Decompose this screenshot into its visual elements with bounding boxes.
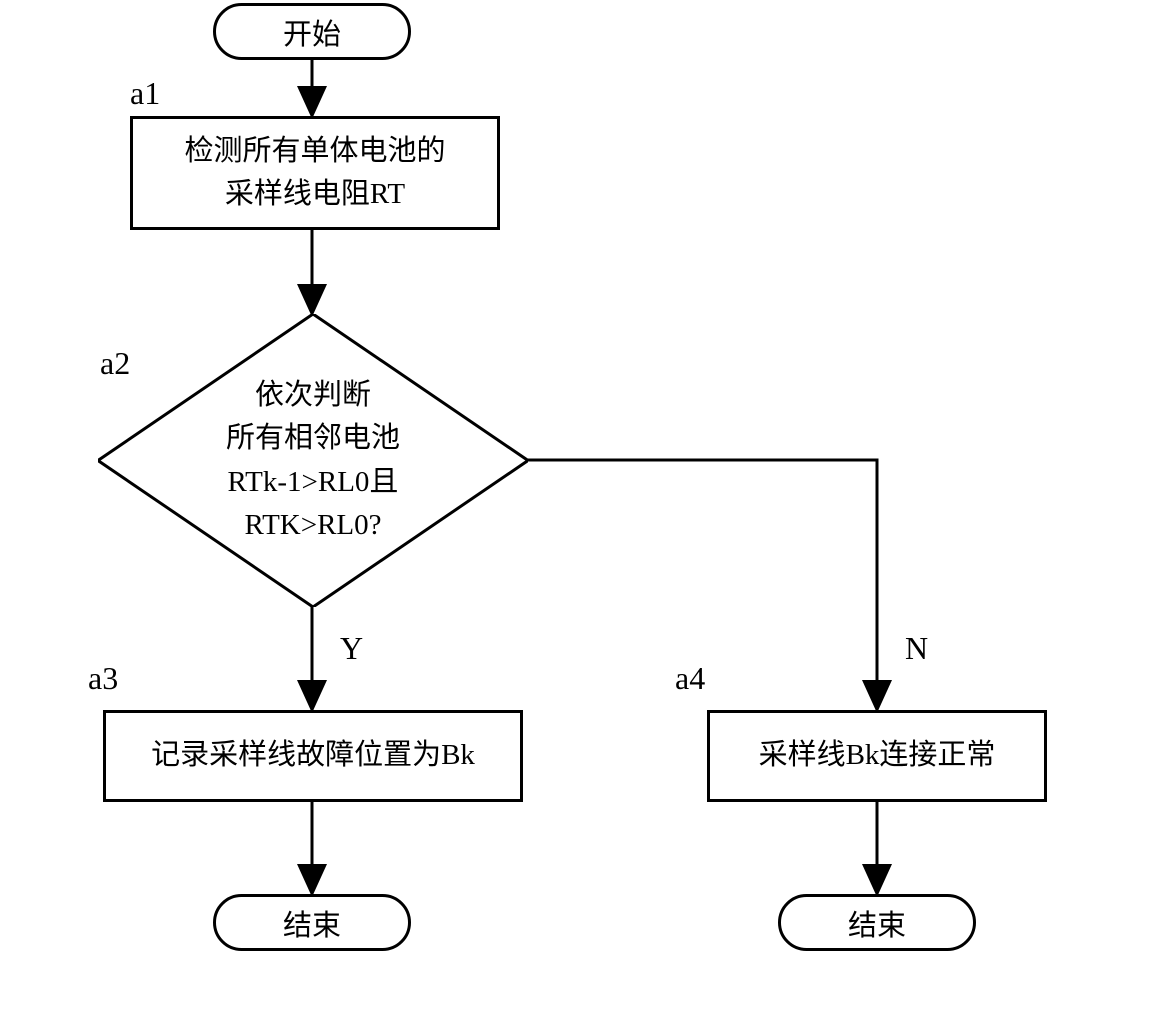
- label-a1: a1: [130, 75, 160, 112]
- decision-a2: 依次判断所有相邻电池RTk-1>RL0且RTK>RL0?: [98, 314, 528, 607]
- a2-text: 依次判断所有相邻电池RTk-1>RL0且RTK>RL0?: [226, 374, 400, 548]
- flowchart-container: 开始 a1 检测所有单体电池的采样线电阻RT a2 依次判断所有相邻电池RTk-…: [0, 0, 1171, 1017]
- process-a1: 检测所有单体电池的采样线电阻RT: [130, 116, 500, 230]
- a1-text: 检测所有单体电池的采样线电阻RT: [184, 130, 445, 217]
- a4-text: 采样线Bk连接正常: [759, 734, 996, 778]
- start-terminal: 开始: [213, 3, 411, 60]
- a3-text: 记录采样线故障位置为Bk: [151, 734, 475, 778]
- start-text: 开始: [283, 11, 341, 53]
- end2-text: 结束: [848, 902, 906, 944]
- label-a4: a4: [675, 660, 705, 697]
- edge-label-Y: Y: [340, 630, 363, 667]
- end1-text: 结束: [283, 902, 341, 944]
- process-a4: 采样线Bk连接正常: [707, 710, 1047, 802]
- end-terminal-1: 结束: [213, 894, 411, 951]
- label-a3: a3: [88, 660, 118, 697]
- process-a3: 记录采样线故障位置为Bk: [103, 710, 523, 802]
- end-terminal-2: 结束: [778, 894, 976, 951]
- edge-label-N: N: [905, 630, 928, 667]
